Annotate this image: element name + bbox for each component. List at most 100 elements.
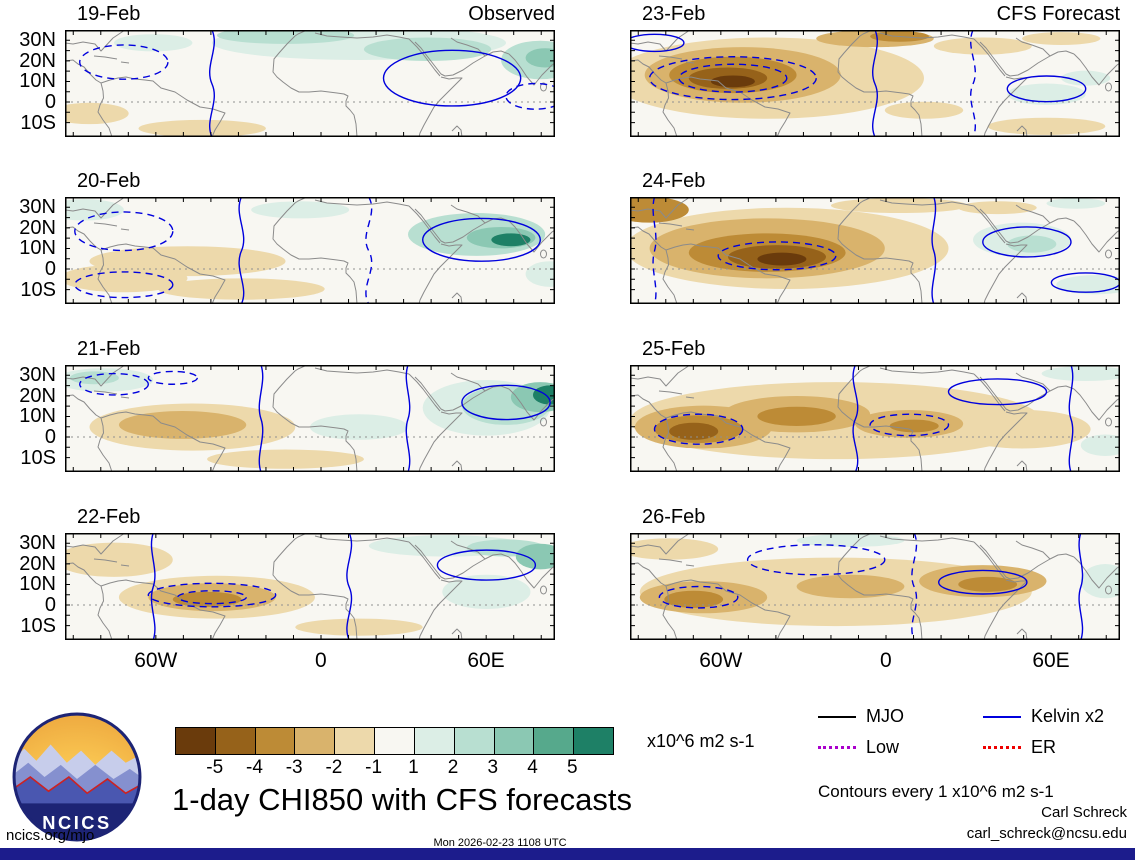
colorbar-tick-labels: -5 -4 -3 -2 -1 1 2 3 4 5 (175, 757, 612, 779)
lat-tick-label: 10S (20, 278, 56, 301)
lon-tick-label: 60W (699, 649, 743, 672)
colorbar-segment (453, 728, 494, 754)
legend-item-mjo: MJO (818, 706, 983, 727)
lon-tick-label: 60E (1032, 649, 1070, 672)
author-credit: Carl Schreck (1041, 804, 1127, 821)
legend-item-er: ER (983, 737, 1130, 758)
colorbar-segment (176, 728, 215, 754)
panel-date-label: 20-Feb (77, 170, 141, 192)
colorbar-segment (254, 728, 295, 754)
panel-date-label: 19-Feb (77, 3, 141, 25)
lat-tick-label: 10S (20, 614, 56, 637)
wave-legend: MJO Kelvin x2 Low ER (818, 706, 1130, 758)
lon-tick-label: 60W (134, 649, 178, 672)
map-panel-19-Feb (50, 25, 580, 138)
colorbar-segment (374, 728, 414, 754)
lat-tick-label: 20N (19, 216, 56, 239)
colorbar-segment (294, 728, 335, 754)
map-panel-24-Feb (610, 196, 1135, 305)
map-panel-20-Feb (45, 196, 575, 305)
lat-tick-label: 30N (19, 29, 56, 52)
map-panel (610, 29, 1121, 138)
panel-date-label: 25-Feb (642, 338, 706, 360)
lon-tick-label: 60E (467, 649, 505, 672)
map-panel (610, 196, 1135, 305)
website-link[interactable]: ncics.org/mjo (6, 827, 95, 844)
legend-item-low: Low (818, 737, 983, 758)
colorbar-tick-label: -1 (365, 757, 383, 778)
bottom-navy-bar (0, 848, 1135, 860)
colorbar (175, 727, 614, 755)
map-panel (45, 196, 575, 305)
colorbar-segment (573, 728, 613, 754)
colorbar-tick-label: 1 (408, 757, 419, 778)
figure-title: 1-day CHI850 with CFS forecasts (172, 782, 633, 817)
author-email-link[interactable]: carl_schreck@ncsu.edu (966, 825, 1127, 842)
legend-line-swatch (818, 715, 856, 718)
colorbar-tick-label: -4 (246, 757, 263, 778)
map-panel-23-Feb (610, 29, 1121, 138)
lat-tick-label: 10N (19, 573, 56, 596)
logo-red-ridge-line (14, 775, 140, 795)
forecast-column-label: CFS Forecast (996, 3, 1120, 25)
lat-tick-label: 10N (19, 70, 56, 93)
map-panel-21-Feb (55, 364, 570, 473)
lat-tick-label: 10S (20, 446, 56, 469)
lat-tick-label: 30N (19, 532, 56, 555)
lat-tick-label: 20N (19, 552, 56, 575)
lat-tick-label: 0 (44, 426, 56, 448)
legend-label: Kelvin x2 (1031, 706, 1105, 726)
colorbar-segment (214, 728, 255, 754)
colorbar-tick-label: 4 (527, 757, 538, 778)
panel-date-label: 24-Feb (642, 170, 706, 192)
lat-tick-label: 0 (44, 258, 56, 280)
legend-label: Low (866, 737, 900, 757)
legend-line-swatch (818, 746, 856, 749)
generation-timestamp: Mon 2026-02-23 1108 UTC (433, 837, 567, 849)
colorbar-tick-label: -2 (325, 757, 343, 778)
legend-label: ER (1031, 737, 1057, 757)
map-panel (620, 532, 1130, 641)
colorbar-tick-label: 5 (566, 757, 578, 778)
map-panel (629, 364, 1130, 473)
lat-tick-label: 20N (19, 384, 56, 407)
colorbar-tick-label: -5 (206, 757, 224, 778)
lat-tick-label: 0 (44, 91, 56, 113)
lat-tick-label: 30N (19, 196, 56, 219)
legend-line-swatch (983, 746, 1021, 749)
lon-tick-label: 0 (315, 649, 327, 672)
lat-tick-label: 10N (19, 405, 56, 428)
lat-tick-label: 20N (19, 49, 56, 72)
colorbar-units-label: x10^6 m2 s-1 (647, 731, 755, 751)
colorbar-tick-label: 2 (447, 757, 459, 778)
lat-tick-label: 10S (20, 111, 56, 134)
map-panel (55, 532, 565, 641)
colorbar-segment (413, 728, 454, 754)
colorbar-segment (533, 728, 574, 754)
legend-line-swatch (983, 715, 1021, 718)
panel-date-label: 23-Feb (642, 3, 706, 25)
legend-label: MJO (866, 706, 904, 726)
map-panel-22-Feb (55, 532, 565, 641)
lat-tick-label: 10N (19, 237, 56, 260)
panel-date-label: 22-Feb (77, 506, 141, 528)
panel-date-label: 26-Feb (642, 506, 706, 528)
colorbar-segment (334, 728, 375, 754)
lat-tick-label: 30N (19, 364, 56, 387)
lat-tick-label: 0 (44, 594, 56, 616)
legend-item-kelvin-x2: Kelvin x2 (983, 706, 1130, 727)
logo-ring (12, 712, 142, 842)
map-panel-25-Feb (629, 364, 1130, 473)
ncics-logo: NCICS (12, 712, 142, 842)
colorbar-segment (493, 728, 534, 754)
map-panel-26-Feb (620, 532, 1130, 641)
contour-interval-note: Contours every 1 x10^6 m2 s-1 (818, 782, 1054, 801)
logo-text: NCICS (42, 812, 112, 833)
colorbar-tick-label: 3 (487, 757, 499, 778)
lon-tick-label: 0 (880, 649, 892, 672)
colorbar-tick-label: -3 (285, 757, 303, 778)
map-panel (50, 25, 580, 138)
panel-date-label: 21-Feb (77, 338, 141, 360)
map-panel (55, 364, 570, 473)
